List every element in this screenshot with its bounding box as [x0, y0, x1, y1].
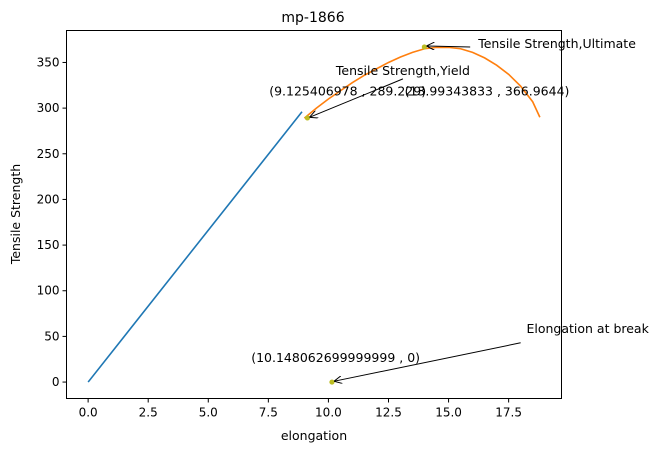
y-tick-label: 300 [37, 101, 60, 115]
y-axis-label: Tensile Strength [8, 164, 23, 265]
y-tick-label: 350 [37, 55, 60, 69]
series-line-1 [87, 111, 303, 383]
y-tick-label: 100 [37, 284, 60, 298]
annotation-arrow-break [335, 342, 521, 381]
y-tick-label: 250 [37, 147, 60, 161]
x-axis: 0.0 2.5 5.0 7.5 10.0 12.5 15.0 17.5 [79, 398, 522, 420]
x-axis-label: elongation [281, 428, 347, 443]
y-tick-label: 50 [44, 329, 59, 343]
x-tick-label: 12.5 [375, 406, 402, 420]
y-tick-label: 200 [37, 192, 60, 206]
y-tick-label: 150 [37, 238, 60, 252]
y-axis: 0 50 100 150 200 250 300 350 [37, 55, 67, 389]
annotation-arrow-yield [310, 78, 404, 117]
x-tick-label: 7.5 [259, 406, 278, 420]
annotation-label-yield: Tensile Strength,Yield [335, 63, 470, 78]
annotation-coords-break: (10.148062699999999 , 0) [251, 350, 420, 365]
x-tick-label: 15.0 [435, 406, 462, 420]
marker-point-3 [329, 379, 335, 385]
annotation-label-ultimate: Tensile Strength,Ultimate [477, 36, 636, 51]
plot-frame [66, 30, 562, 399]
annotation-coords-yield: (9.125406978 , 289.229) [269, 83, 426, 98]
y-tick-label: 0 [52, 375, 60, 389]
x-tick-label: 0.0 [79, 406, 98, 420]
marker-point-2 [421, 44, 427, 50]
annotation-label-break: Elongation at break [526, 321, 649, 336]
x-tick-label: 5.0 [199, 406, 218, 420]
annotation-arrow-ultimate [427, 46, 471, 47]
x-tick-label: 2.5 [139, 406, 158, 420]
chart-title: mp-1866 [281, 10, 344, 26]
x-tick-label: 10.0 [315, 406, 342, 420]
marker-point-1 [304, 115, 311, 121]
annotation-coords-ultimate: (13.99343833 , 366.9644) [405, 83, 570, 98]
x-tick-label: 17.5 [495, 406, 522, 420]
